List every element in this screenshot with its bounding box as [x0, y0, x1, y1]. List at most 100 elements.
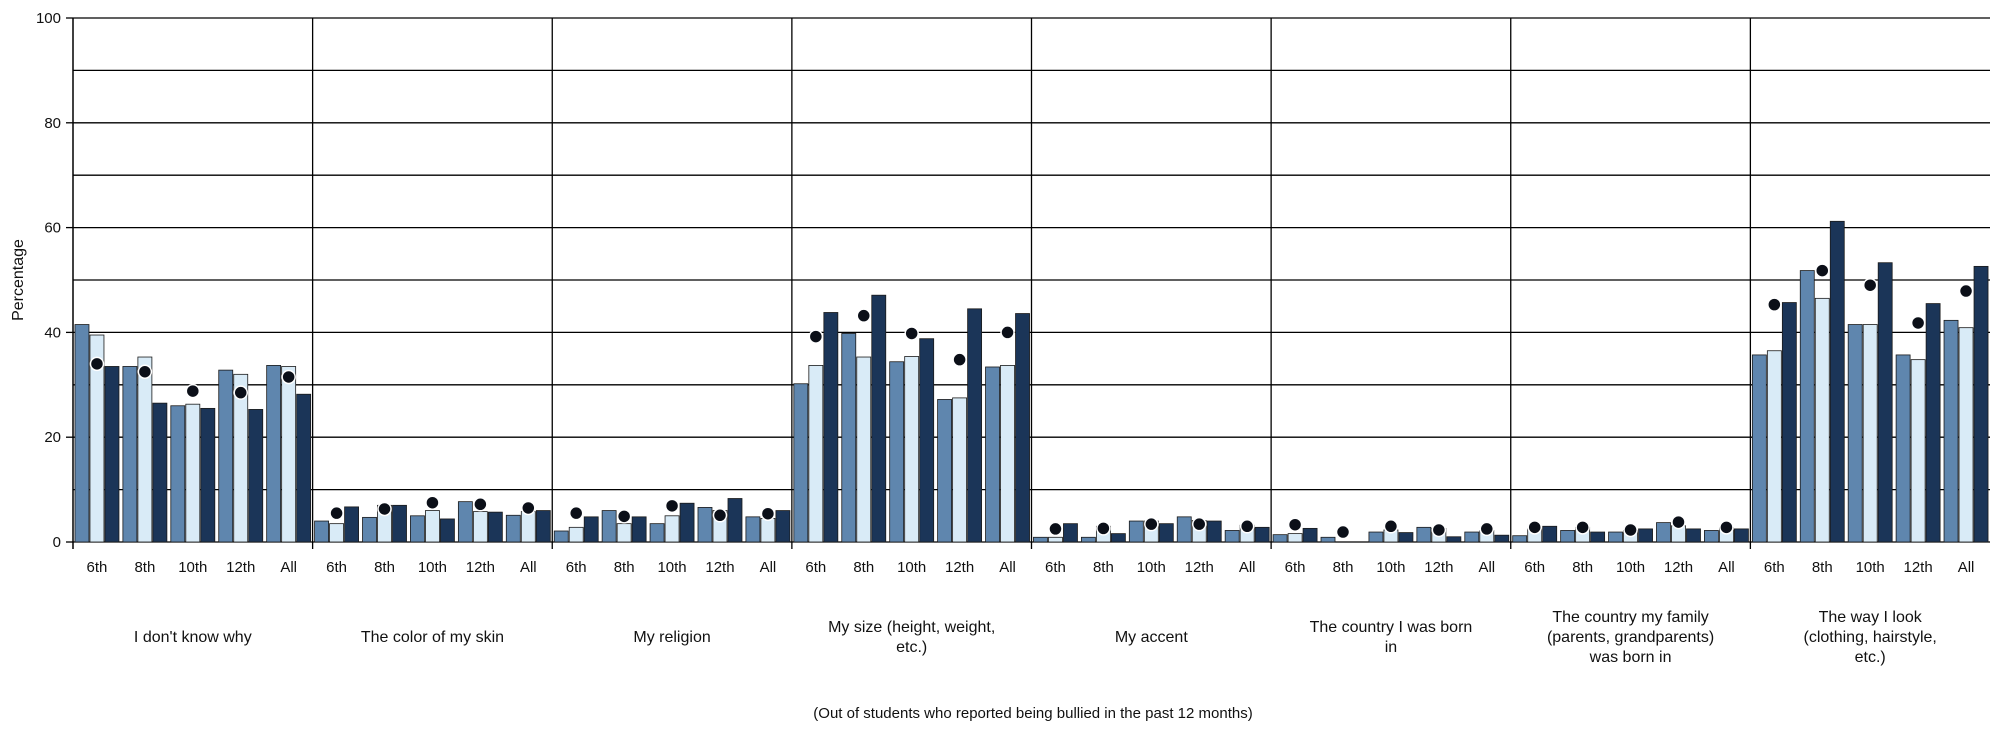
marker-point: [1239, 519, 1255, 534]
bar-7-12th-s1: [1656, 522, 1671, 543]
bar-2-6th-s2: [329, 523, 344, 543]
bar-7-all-s1: [1704, 530, 1719, 543]
bar-4-6th-s3: [823, 312, 839, 543]
bar-6-6th-s2: [1287, 533, 1303, 543]
bar-1-8th-s1: [122, 366, 138, 543]
bar-7-8th-s3: [1590, 531, 1606, 543]
group-label: The country I was born in: [1310, 619, 1473, 656]
x-tick-label: 10th: [1616, 559, 1645, 576]
bar-1-all-s2: [281, 366, 297, 543]
bar-3-10th-s3: [679, 502, 695, 543]
marker-point: [568, 505, 584, 521]
bar-8-12th-s2: [1910, 359, 1926, 543]
x-tick-label: 8th: [134, 559, 155, 576]
bar-2-12th-s2: [472, 511, 488, 543]
bar-2-all-s2: [520, 511, 536, 543]
x-tick-label: All: [1239, 559, 1256, 576]
bar-6-6th-s3: [1302, 527, 1318, 543]
x-tick-label: 12th: [1185, 559, 1214, 576]
x-tick-label: 12th: [226, 559, 255, 576]
bar-4-8th-s3: [871, 294, 887, 543]
x-tick-label: 10th: [657, 559, 686, 576]
marker-point: [856, 308, 872, 323]
bar-2-10th-s2: [425, 510, 440, 543]
marker-point: [1191, 516, 1207, 532]
bar-4-12th-s2: [952, 397, 968, 543]
x-tick-label: 12th: [1664, 559, 1693, 576]
bar-5-all-s1: [1224, 530, 1240, 543]
marker-point: [185, 383, 201, 399]
bar-3-8th-s1: [601, 510, 617, 543]
bar-3-10th-s2: [664, 515, 680, 543]
bar-2-8th-s3: [392, 504, 407, 543]
x-tick-label: 6th: [805, 559, 826, 576]
bar-8-10th-s2: [1862, 324, 1878, 543]
x-tick-label: 6th: [1045, 559, 1066, 576]
bar-3-8th-s3: [631, 516, 647, 543]
bar-8-6th-s2: [1766, 350, 1782, 543]
marker-point: [1383, 519, 1399, 534]
marker-point: [760, 506, 776, 521]
marker-point: [1527, 520, 1542, 535]
x-tick-label: 10th: [1376, 559, 1405, 576]
x-tick-label: 6th: [566, 559, 587, 576]
bar-2-10th-s3: [440, 518, 455, 543]
bar-1-12th-s3: [248, 409, 264, 543]
x-tick-label: 12th: [705, 559, 734, 576]
marker-point: [473, 497, 488, 512]
bar-7-8th-s1: [1560, 530, 1576, 543]
bar-3-12th-s1: [697, 507, 713, 543]
bar-8-8th-s3: [1829, 220, 1845, 543]
marker-point: [233, 385, 248, 400]
bar-4-12th-s1: [937, 399, 953, 543]
group-label: The way I look (clothing, hairstyle, etc.): [1803, 609, 1936, 666]
bar-3-6th-s1: [553, 530, 569, 543]
bar-1-10th-s2: [185, 403, 201, 543]
bar-1-6th-s2: [89, 334, 105, 543]
x-tick-label: 12th: [945, 559, 974, 576]
bar-1-all-s3: [296, 393, 312, 543]
bar-4-10th-s3: [919, 338, 935, 543]
bar-3-all-s2: [760, 518, 776, 543]
bar-2-8th-s1: [362, 516, 377, 543]
bar-6-all-s3: [1494, 534, 1510, 543]
bar-1-all-s1: [266, 365, 282, 543]
x-tick-label: 6th: [87, 559, 108, 576]
y-axis-title: Percentage: [10, 239, 27, 321]
bar-6-8th-s1: [1320, 536, 1336, 543]
bar-1-12th-s1: [218, 369, 234, 543]
bar-3-6th-s2: [568, 526, 584, 543]
bar-5-6th-s2: [1048, 536, 1063, 543]
marker-point: [1431, 522, 1447, 538]
marker-point: [281, 369, 296, 385]
bar-6-10th-s1: [1368, 531, 1384, 543]
bar-4-6th-s1: [793, 383, 809, 543]
bar-6-12th-s3: [1446, 536, 1462, 543]
bar-8-8th-s1: [1799, 270, 1815, 543]
bar-1-10th-s1: [170, 405, 186, 543]
bar-2-all-s3: [535, 510, 551, 543]
marker-point: [904, 326, 919, 341]
y-tick-label: 60: [44, 220, 61, 237]
marker-point: [616, 509, 632, 524]
bar-8-12th-s3: [1925, 303, 1941, 543]
bar-4-8th-s1: [841, 333, 857, 543]
bar-1-8th-s2: [137, 356, 153, 543]
bar-8-all-s1: [1943, 319, 1959, 543]
bar-1-6th-s1: [74, 324, 90, 543]
y-tick-label: 0: [53, 534, 61, 551]
group-label: The country my family (parents, grandpare…: [1547, 609, 1714, 666]
marker-point: [1815, 263, 1830, 278]
x-tick-label: All: [1718, 559, 1735, 576]
x-tick-label: 10th: [897, 559, 926, 576]
marker-point: [329, 505, 344, 521]
marker-point: [1575, 520, 1590, 535]
bar-8-10th-s3: [1877, 262, 1893, 543]
x-tick-label: 8th: [374, 559, 395, 576]
bar-4-6th-s2: [808, 365, 824, 543]
marker-point: [712, 508, 728, 523]
group-label: My size (height, weight, etc.): [828, 619, 995, 656]
x-tick-label: 10th: [418, 559, 447, 576]
